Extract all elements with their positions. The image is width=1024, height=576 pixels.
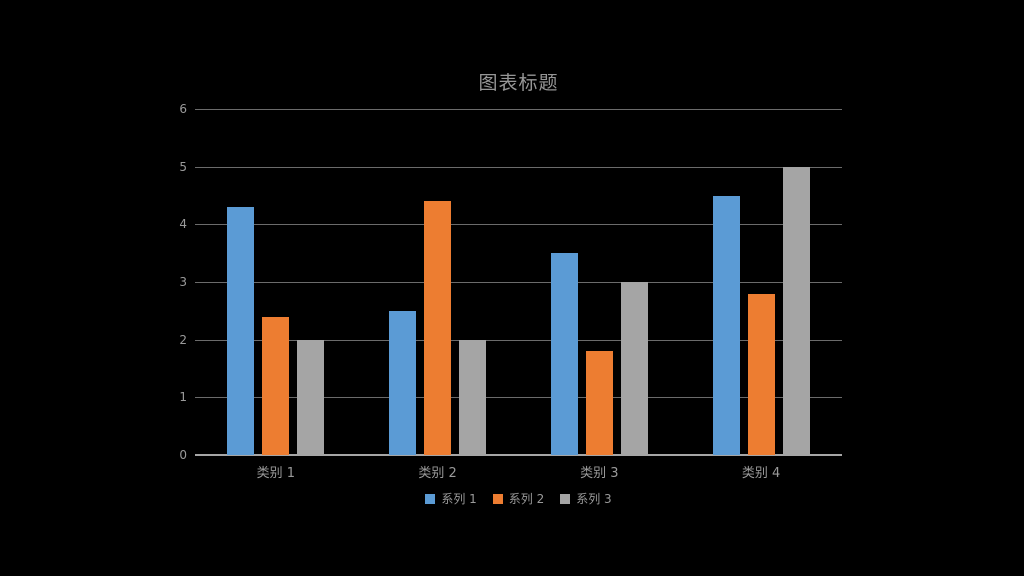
legend-item-1: 系列 1 xyxy=(425,490,477,507)
bar-series-1-category-4 xyxy=(712,195,740,455)
legend-label: 系列 3 xyxy=(576,492,612,506)
legend-swatch-icon xyxy=(560,493,571,504)
legend-item-2: 系列 2 xyxy=(492,490,545,507)
legend-swatch-icon xyxy=(492,493,503,504)
y-tick-label-1: 1 xyxy=(179,390,187,405)
legend-label: 系列 1 xyxy=(441,492,477,506)
y-tick-label-3: 3 xyxy=(179,275,187,289)
bar-series-1-category-3 xyxy=(550,253,578,455)
bar-series-2-category-3 xyxy=(585,351,613,455)
x-tick-label-4: 类别 4 xyxy=(741,466,781,481)
x-axis-labels: 类别 1 类别 2 类别 3 类别 4 xyxy=(195,462,842,481)
bar-series-2-category-1 xyxy=(262,316,290,455)
chart-title: 图表标题 xyxy=(478,72,559,94)
legend-swatch-icon xyxy=(425,493,436,504)
chart-legend: 系列 1 系列 2 系列 3 xyxy=(195,490,842,507)
gridline-y-5 xyxy=(195,166,842,168)
bar-series-1-category-1 xyxy=(227,207,255,455)
bar-series-3-category-1 xyxy=(297,339,325,455)
bar-series-3-category-3 xyxy=(620,282,648,455)
bar-series-2-category-4 xyxy=(747,293,775,455)
bar-series-1-category-2 xyxy=(389,310,417,455)
y-tick-label-0: 0 xyxy=(179,448,187,462)
x-tick-label-1: 类别 1 xyxy=(256,466,296,481)
x-tick-label-2: 类别 2 xyxy=(418,466,457,481)
chart-plot-area xyxy=(195,109,842,456)
legend-item-3: 系列 3 xyxy=(560,490,612,507)
x-axis-line xyxy=(195,454,842,456)
bar-series-3-category-2 xyxy=(459,339,487,455)
y-tick-label-4: 4 xyxy=(179,217,187,232)
bar-series-3-category-4 xyxy=(782,166,810,455)
y-tick-label-6: 6 xyxy=(179,102,187,116)
gridline-y-4 xyxy=(195,224,842,226)
gridline-y-2 xyxy=(195,339,842,341)
gridline-y-1 xyxy=(195,397,842,399)
y-tick-label-5: 5 xyxy=(179,159,187,174)
y-tick-label-2: 2 xyxy=(179,332,187,347)
gridline-y-6 xyxy=(195,109,842,110)
gridline-y-3 xyxy=(195,282,842,283)
bar-series-2-category-2 xyxy=(424,201,452,455)
x-tick-label-3: 类别 3 xyxy=(580,466,619,481)
legend-label: 系列 2 xyxy=(508,492,545,506)
